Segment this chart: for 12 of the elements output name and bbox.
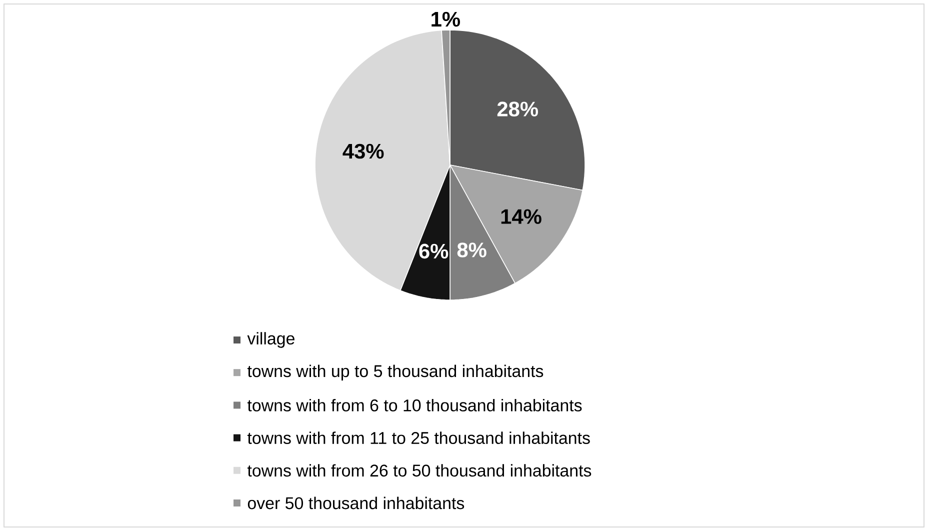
legend-label: over 50 thousand inhabitants bbox=[248, 496, 464, 510]
data-label: 28% bbox=[497, 102, 538, 116]
legend-label: village bbox=[247, 332, 294, 348]
legend-label: towns with from 6 to 10 thousand inhabitants bbox=[247, 398, 582, 412]
data-label: 6% bbox=[419, 244, 448, 259]
data-label: 14% bbox=[501, 209, 542, 224]
data-label: 43% bbox=[342, 144, 384, 159]
legend-label: towns with from 26 to 50 thousand inhabitants bbox=[247, 464, 592, 477]
data-label: 1% bbox=[432, 12, 460, 27]
data-label: 8% bbox=[457, 242, 486, 258]
legend-label: towns with from 11 to 25 thousand inhabitants bbox=[247, 432, 590, 444]
legend-label: towns with up to 5 thousand inhabitants bbox=[247, 364, 544, 380]
